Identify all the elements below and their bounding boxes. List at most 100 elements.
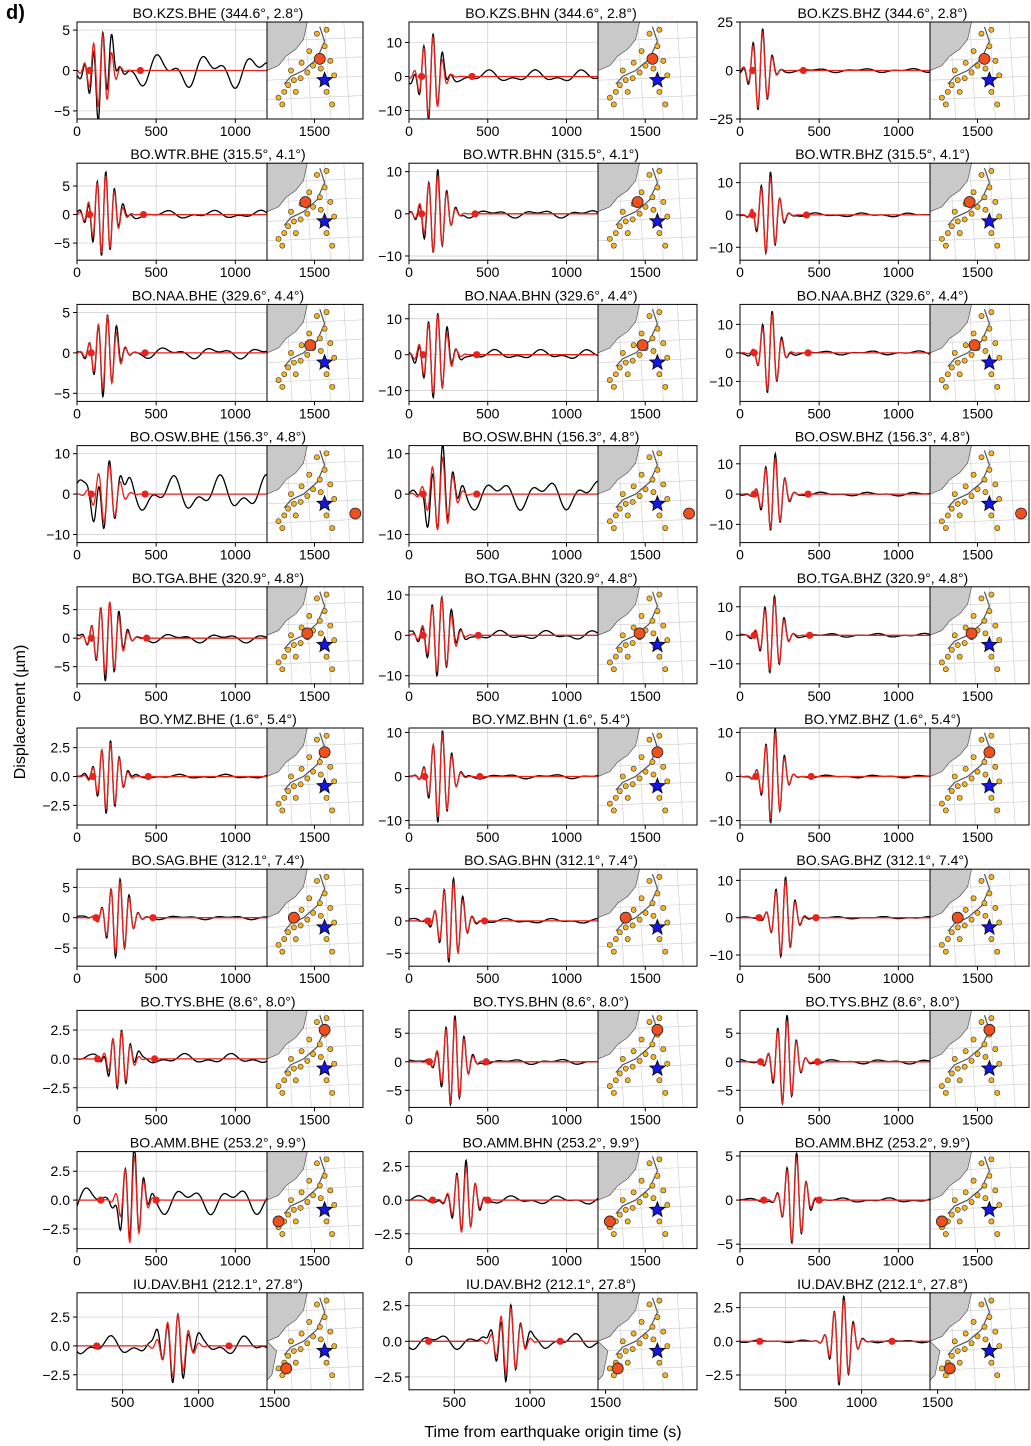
minor-station-marker	[610, 1231, 617, 1237]
minor-station-marker	[660, 481, 667, 488]
window-marker	[750, 490, 758, 498]
minor-station-marker	[978, 313, 985, 319]
minor-station-marker	[642, 486, 649, 493]
minor-station-marker	[982, 1054, 989, 1060]
y-tick-label: 2.5	[714, 1300, 734, 1316]
minor-station-marker	[290, 359, 297, 366]
minor-station-marker	[638, 613, 645, 619]
subplot-title: BO.AMM.BHE (253.2°, 9.9°)	[130, 1135, 306, 1151]
y-tick-label: 0	[725, 627, 733, 643]
minor-station-marker	[956, 1077, 963, 1084]
minor-station-marker	[323, 88, 330, 95]
minor-station-marker	[314, 595, 320, 602]
minor-station-marker	[290, 924, 297, 931]
x-tick-label: 500	[807, 405, 831, 421]
y-tick-label: −2.5	[42, 797, 70, 813]
x-tick-label: 500	[144, 970, 168, 986]
minor-station-marker	[954, 359, 961, 366]
epicenter-star-icon	[648, 1200, 667, 1218]
map-grid-line	[1008, 586, 1016, 684]
minor-station-marker	[654, 325, 661, 332]
x-tick-label: 1500	[962, 970, 993, 986]
y-tick-label: 0	[725, 1054, 733, 1070]
minor-station-marker	[619, 1338, 626, 1345]
x-axis-label: Time from earthquake origin time (s)	[424, 1424, 682, 1441]
x-tick-label: 500	[807, 1253, 831, 1269]
map-grid-line	[1008, 21, 1016, 120]
x-tick-label: 0	[73, 688, 81, 704]
minor-station-marker	[285, 82, 292, 88]
minor-station-marker	[961, 1204, 968, 1211]
minor-station-marker	[938, 235, 945, 242]
minor-station-marker	[638, 471, 645, 478]
x-tick-label: 0	[405, 1111, 413, 1127]
window-marker	[87, 349, 95, 357]
minor-station-marker	[329, 525, 336, 531]
minor-station-marker	[961, 1346, 968, 1352]
synthetic-trace	[740, 879, 930, 956]
epicenter-star-icon	[648, 212, 667, 229]
minor-station-marker	[992, 340, 999, 347]
minor-station-marker	[650, 348, 657, 354]
minor-station-marker	[662, 525, 669, 531]
minor-station-marker	[944, 371, 951, 378]
station-marker	[287, 911, 300, 924]
minor-station-marker	[988, 1156, 995, 1163]
subplot-title: BO.NAA.BHZ (329.6°, 4.4°)	[797, 287, 968, 303]
minor-station-marker	[323, 874, 330, 880]
minor-station-marker	[310, 768, 316, 775]
window-marker	[802, 211, 811, 219]
station-marker	[299, 196, 312, 208]
window-marker	[92, 914, 100, 922]
window-marker	[225, 1342, 233, 1350]
subplot-title: BO.SAG.BHZ (312.1°, 7.4°)	[796, 852, 968, 868]
minor-station-marker	[306, 471, 313, 478]
minor-station-marker	[974, 1051, 981, 1057]
map-landmass	[266, 21, 308, 71]
minor-station-marker	[331, 354, 338, 361]
minor-station-marker	[654, 466, 661, 473]
map-coastline	[283, 1156, 326, 1215]
map-landmass	[597, 445, 640, 495]
minor-station-marker	[310, 1333, 316, 1340]
station-marker	[983, 746, 996, 759]
x-tick-label: 1500	[630, 1111, 661, 1127]
minor-station-marker	[996, 72, 1003, 79]
window-marker	[87, 634, 95, 642]
minor-station-marker	[329, 948, 336, 955]
minor-station-marker	[961, 498, 968, 505]
map-frame	[929, 727, 1030, 826]
minor-station-marker	[310, 909, 316, 916]
station-marker	[651, 746, 664, 759]
y-tick-label: 5	[62, 304, 70, 320]
minor-station-marker	[606, 1083, 613, 1089]
map-landmass	[266, 1010, 308, 1060]
x-tick-label: 1000	[551, 547, 582, 563]
x-tick-label: 1000	[551, 264, 582, 280]
window-marker	[750, 631, 758, 639]
minor-station-marker	[630, 1330, 637, 1337]
x-tick-label: 500	[144, 264, 168, 280]
subplot-BO.YMZ-BHE: 0 500 1000 −2.5 0.0 2.5 1500 BO.YMZ.BHE (1.6°, …	[42, 711, 364, 845]
minor-station-marker	[275, 1083, 282, 1089]
minor-station-marker	[970, 613, 977, 619]
minor-station-marker	[288, 208, 294, 215]
synthetic-trace	[77, 742, 267, 810]
subplot-title: BO.YMZ.BHZ (1.6°, 5.4°)	[804, 711, 961, 727]
minor-station-marker	[317, 65, 324, 72]
map-frame	[597, 445, 698, 544]
minor-station-marker	[292, 1218, 299, 1225]
minor-station-marker	[321, 325, 328, 332]
x-tick-label: 0	[73, 405, 81, 421]
minor-station-marker	[642, 62, 649, 69]
subplot-title: BO.KZS.BHN (344.6°, 2.8°)	[465, 5, 636, 21]
map-frame	[597, 1292, 698, 1391]
minor-station-marker	[956, 230, 963, 236]
map-grid-line	[989, 445, 996, 543]
minor-station-marker	[662, 807, 669, 814]
minor-station-marker	[316, 617, 323, 624]
plot-frame	[408, 868, 599, 967]
minor-station-marker	[649, 335, 656, 342]
minor-station-marker	[619, 632, 626, 639]
